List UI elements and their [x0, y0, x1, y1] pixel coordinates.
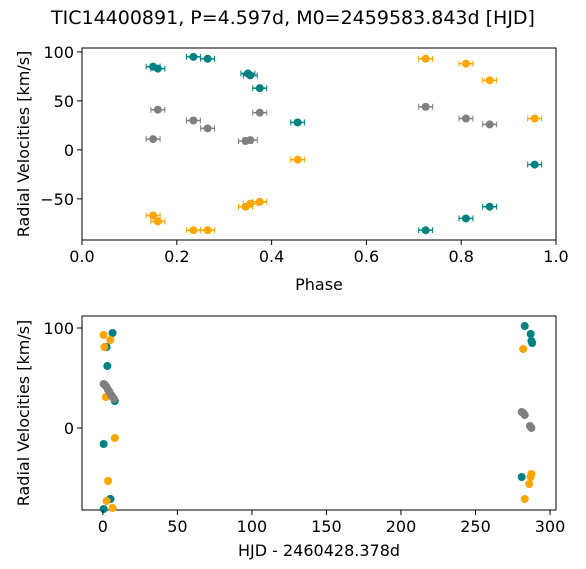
data-point	[421, 226, 430, 235]
data-point	[519, 345, 528, 353]
y-tick-label: 100	[43, 319, 74, 338]
phase-plot-xlabel: Phase	[295, 275, 343, 294]
data-point	[528, 339, 537, 347]
x-tick-label: 150	[311, 517, 342, 536]
data-point	[293, 155, 302, 164]
x-tick-label: 200	[386, 517, 417, 536]
data-point	[461, 114, 470, 123]
data-point	[517, 473, 526, 481]
x-tick-label: 100	[237, 517, 268, 536]
time-plot-marks	[99, 322, 537, 513]
data-point	[99, 505, 108, 513]
data-point	[421, 102, 430, 111]
x-tick-label: 300	[535, 517, 566, 536]
data-point	[189, 52, 198, 61]
time-plot-xticks: 0 50 100 150 200 250 300	[98, 510, 566, 536]
y-tick-label: 50	[54, 92, 74, 111]
data-point	[526, 330, 535, 338]
data-point	[255, 197, 264, 206]
data-point	[461, 59, 470, 68]
x-tick-label: 0	[98, 517, 108, 536]
y-tick-label: 0	[64, 419, 74, 438]
x-tick-label: 0.0	[69, 247, 94, 266]
data-point	[520, 322, 529, 330]
data-point	[485, 120, 494, 129]
data-point	[99, 331, 108, 339]
x-tick-label: 0.2	[164, 247, 189, 266]
y-tick-label: 100	[43, 43, 74, 62]
phase-plot-panel: 0.0 0.2 0.4 0.6 0.8 1.0 −50 0 50 100 Phase Radia…	[14, 43, 569, 294]
data-point	[530, 160, 539, 169]
time-plot-ylabel: Radial Velocities [km/s]	[14, 320, 33, 507]
data-point	[104, 477, 113, 485]
data-point	[153, 64, 162, 73]
data-point	[189, 116, 198, 125]
phase-plot-frame	[81, 47, 557, 241]
x-tick-label: 0.4	[259, 247, 284, 266]
x-tick-label: 250	[460, 517, 491, 536]
data-point	[149, 135, 158, 144]
y-tick-label: 0	[64, 141, 74, 160]
data-point	[255, 84, 264, 93]
data-point	[108, 329, 117, 337]
phase-plot-yticks: −50 0 50 100	[40, 43, 82, 209]
data-point	[108, 504, 117, 512]
data-point	[106, 336, 115, 344]
data-point	[203, 226, 212, 235]
data-point	[527, 424, 536, 432]
data-point	[485, 202, 494, 211]
x-tick-label: 50	[167, 517, 187, 536]
time-plot-yticks: 0 100	[43, 319, 82, 438]
time-plot-frame	[81, 315, 557, 511]
data-point	[525, 480, 534, 488]
phase-plot-ylabel: Radial Velocities [km/s]	[14, 51, 33, 238]
time-plot-panel: 0 50 100 150 200 250 300 0 100 HJD - 2460428.37…	[14, 315, 566, 560]
figure-title: TIC14400891, P=4.597d, M0=2459583.843d […	[50, 7, 535, 29]
data-point	[530, 114, 539, 123]
data-point	[153, 105, 162, 114]
time-plot-xlabel: HJD - 2460428.378d	[238, 541, 400, 560]
data-point	[203, 124, 212, 133]
data-point	[189, 226, 198, 235]
phase-plot-marks	[145, 52, 543, 235]
data-point	[520, 495, 529, 503]
data-point	[110, 395, 119, 403]
x-tick-label: 0.6	[354, 247, 379, 266]
data-point	[203, 54, 212, 63]
data-point	[102, 497, 111, 505]
x-tick-label: 1.0	[543, 247, 568, 266]
data-point	[293, 118, 302, 127]
data-point	[103, 362, 112, 370]
data-point	[421, 54, 430, 63]
data-point	[520, 411, 529, 419]
x-tick-label: 0.8	[448, 247, 473, 266]
data-point	[110, 434, 119, 442]
data-point	[461, 214, 470, 223]
phase-plot-xticks: 0.0 0.2 0.4 0.6 0.8 1.0	[69, 240, 569, 266]
data-point	[246, 136, 255, 145]
data-point	[246, 71, 255, 80]
y-tick-label: −50	[40, 190, 74, 209]
data-point	[255, 108, 264, 117]
data-point	[153, 217, 162, 226]
data-point	[526, 473, 535, 481]
data-point	[99, 440, 108, 448]
data-point	[100, 343, 109, 351]
data-point	[485, 76, 494, 85]
data-point	[149, 211, 158, 220]
